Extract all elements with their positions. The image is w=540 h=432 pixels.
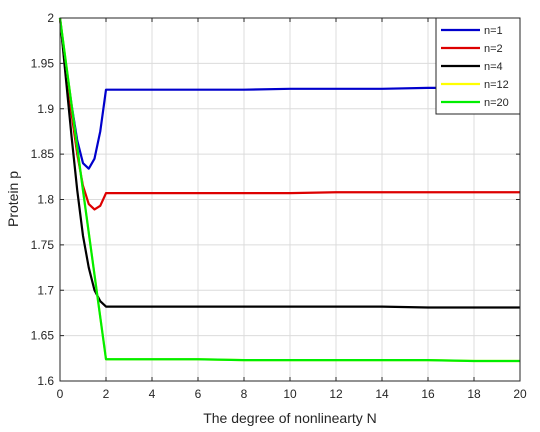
x-axis-ticks: 0 2 4 6 8 10 12 14 16 18 20 — [57, 18, 527, 401]
x-tick-label: 8 — [241, 387, 248, 401]
legend-label: n=1 — [484, 25, 503, 37]
y-tick-label: 1.75 — [31, 238, 55, 252]
y-tick-label: 1.8 — [37, 193, 54, 207]
x-tick-label: 4 — [149, 387, 156, 401]
legend: n=1 n=2 n=4 n=12 n=20 — [435, 17, 521, 115]
x-tick-label: 10 — [283, 387, 297, 401]
y-tick-label: 1.85 — [31, 147, 55, 161]
series-line-n-20 — [58, 17, 520, 363]
y-tick-label: 1.95 — [31, 56, 55, 70]
x-tick-label: 16 — [421, 387, 435, 401]
legend-label: n=4 — [484, 61, 503, 73]
legend-label: n=20 — [484, 97, 509, 109]
x-tick-label: 20 — [513, 387, 527, 401]
y-tick-label: 1.7 — [37, 283, 54, 297]
y-tick-label: 1.9 — [37, 102, 54, 116]
x-tick-label: 18 — [467, 387, 481, 401]
x-tick-label: 6 — [195, 387, 202, 401]
x-axis-label: The degree of nonlinearty N — [203, 410, 377, 426]
legend-label: n=12 — [484, 79, 509, 91]
series-line-n-4 — [58, 17, 520, 309]
x-tick-label: 0 — [57, 387, 64, 401]
series-lines — [58, 17, 520, 363]
legend-label: n=2 — [484, 43, 503, 55]
x-tick-label: 2 — [103, 387, 110, 401]
y-tick-label: 1.6 — [37, 374, 54, 388]
x-tick-label: 14 — [375, 387, 389, 401]
y-axis-label: Protein p — [5, 171, 21, 227]
x-tick-label: 12 — [329, 387, 343, 401]
y-tick-label: 1.65 — [31, 329, 55, 343]
y-axis-ticks: 1.6 1.65 1.7 1.75 1.8 1.85 1.9 1.95 2 — [31, 11, 520, 388]
y-tick-label: 2 — [47, 11, 54, 25]
